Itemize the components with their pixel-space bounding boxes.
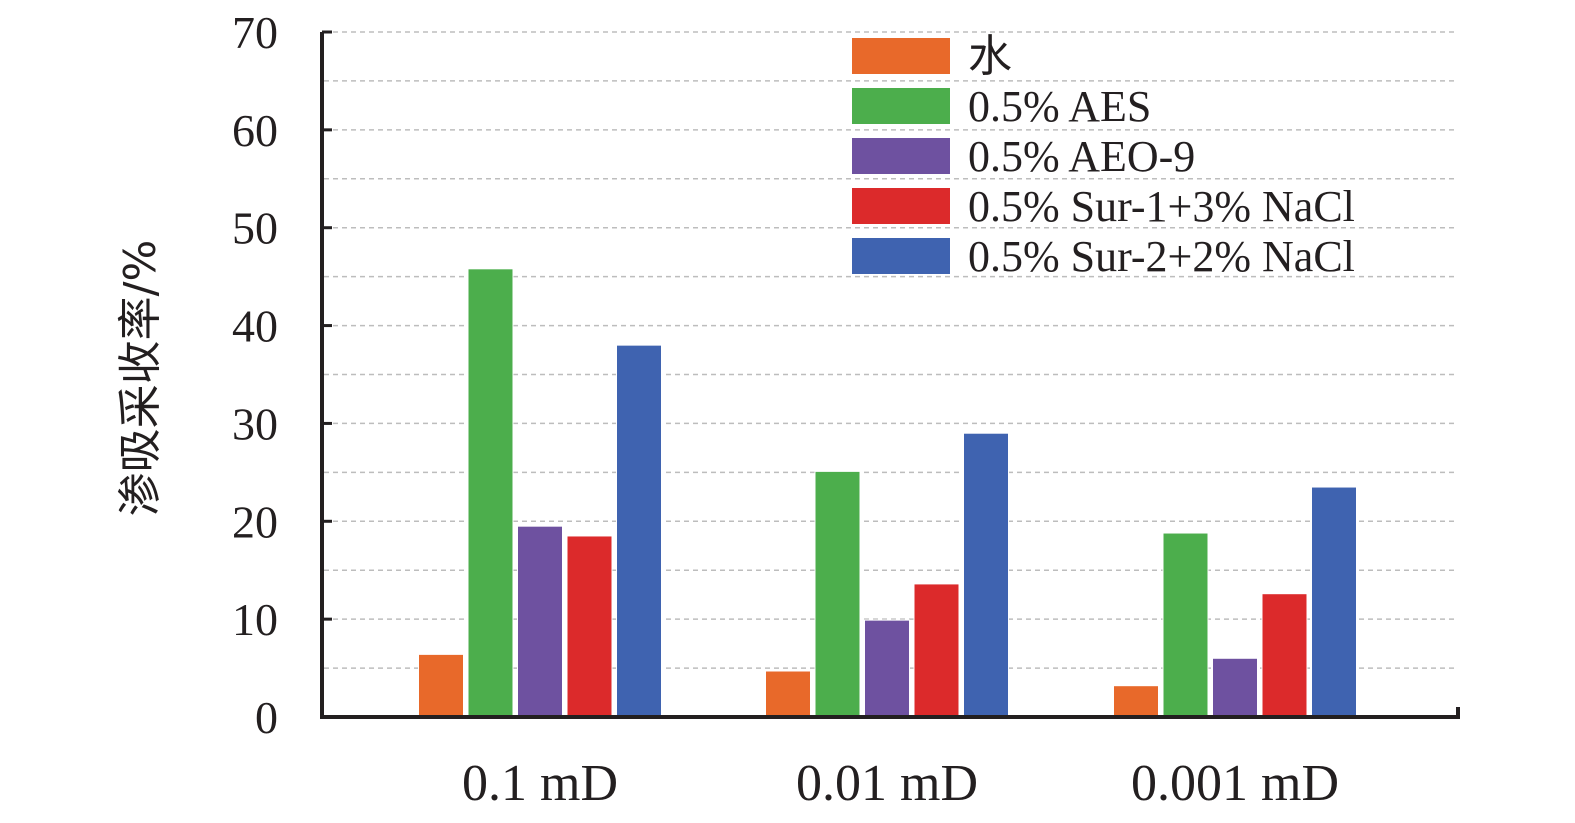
legend-swatch	[852, 238, 950, 274]
bar	[1162, 532, 1209, 718]
x-category-labels: 0.1 mD 0.01 mD 0.001 mD	[462, 755, 1339, 812]
legend-label: 0.5% AEO-9	[968, 132, 1195, 181]
legend-swatch	[852, 88, 950, 124]
bar	[1261, 593, 1308, 718]
y-axis-label: 渗吸采收率/%	[115, 240, 166, 517]
y-tick-labels: 0 10 20 30 40 50 60 70	[232, 7, 278, 743]
legend-label: 0.5% Sur-2+2% NaCl	[968, 232, 1355, 281]
bar	[418, 653, 464, 718]
bar	[963, 432, 1009, 718]
bar	[1212, 657, 1258, 718]
y-tick-label: 10	[232, 594, 278, 645]
y-tick-label: 40	[232, 301, 278, 352]
bar	[864, 619, 910, 718]
legend-label: 0.5% AES	[968, 82, 1151, 131]
y-tick-label: 20	[232, 496, 278, 547]
axes	[320, 30, 1460, 719]
x-category-label: 0.001 mD	[1131, 755, 1339, 812]
legend-label: 0.5% Sur-1+3% NaCl	[968, 182, 1355, 231]
legend-swatch	[852, 188, 950, 224]
y-tick-label: 60	[232, 105, 278, 156]
x-category-label: 0.01 mD	[796, 755, 978, 812]
y-tick-label: 50	[232, 203, 278, 254]
bar	[1311, 486, 1357, 718]
bar	[814, 470, 861, 718]
legend-swatch	[852, 38, 950, 74]
x-category-label: 0.1 mD	[462, 755, 618, 812]
y-tick-label: 70	[232, 7, 278, 58]
bar	[566, 535, 613, 718]
y-tick-label: 0	[255, 692, 278, 743]
bar	[517, 525, 563, 718]
y-tick-label: 30	[232, 398, 278, 449]
legend-swatch	[852, 138, 950, 174]
bar	[765, 670, 811, 718]
bar	[616, 344, 662, 718]
bar	[467, 268, 514, 718]
bar	[913, 583, 960, 718]
bar	[1113, 685, 1159, 718]
legend-label: 水	[968, 32, 1012, 81]
bars	[418, 268, 1357, 718]
